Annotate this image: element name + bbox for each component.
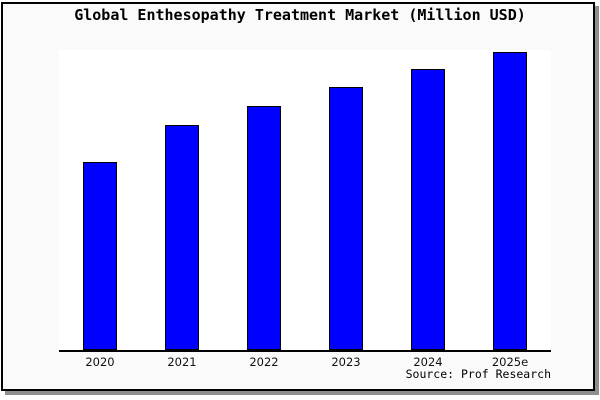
chart-title: Global Enthesopathy Treatment Market (Mi…: [74, 6, 526, 24]
x-tick-label: 2025e: [491, 355, 529, 369]
bar-slot: [59, 50, 141, 350]
bar-2022: [247, 106, 281, 350]
x-tick-label: 2020: [85, 355, 115, 369]
bar-slot: [223, 50, 305, 350]
x-tick-label: 2024: [413, 355, 443, 369]
bar-slot: [305, 50, 387, 350]
bar-slot: [141, 50, 223, 350]
bar-2024: [411, 69, 445, 350]
x-tick-label: 2023: [331, 355, 361, 369]
bar-2021: [165, 125, 199, 350]
bar-2020: [83, 161, 117, 350]
bar-slot: [387, 50, 469, 350]
x-axis-tick-labels: 2020 2021 2022 2023 2024 2025e: [59, 355, 551, 369]
bar-slot: [469, 50, 551, 350]
source-credit: Source: Prof Research: [405, 367, 551, 381]
x-tick-label: 2022: [249, 355, 279, 369]
bar-2023: [329, 87, 363, 350]
plot-area: [59, 50, 551, 352]
x-tick-label: 2021: [167, 355, 197, 369]
bar-2025e: [493, 51, 527, 350]
